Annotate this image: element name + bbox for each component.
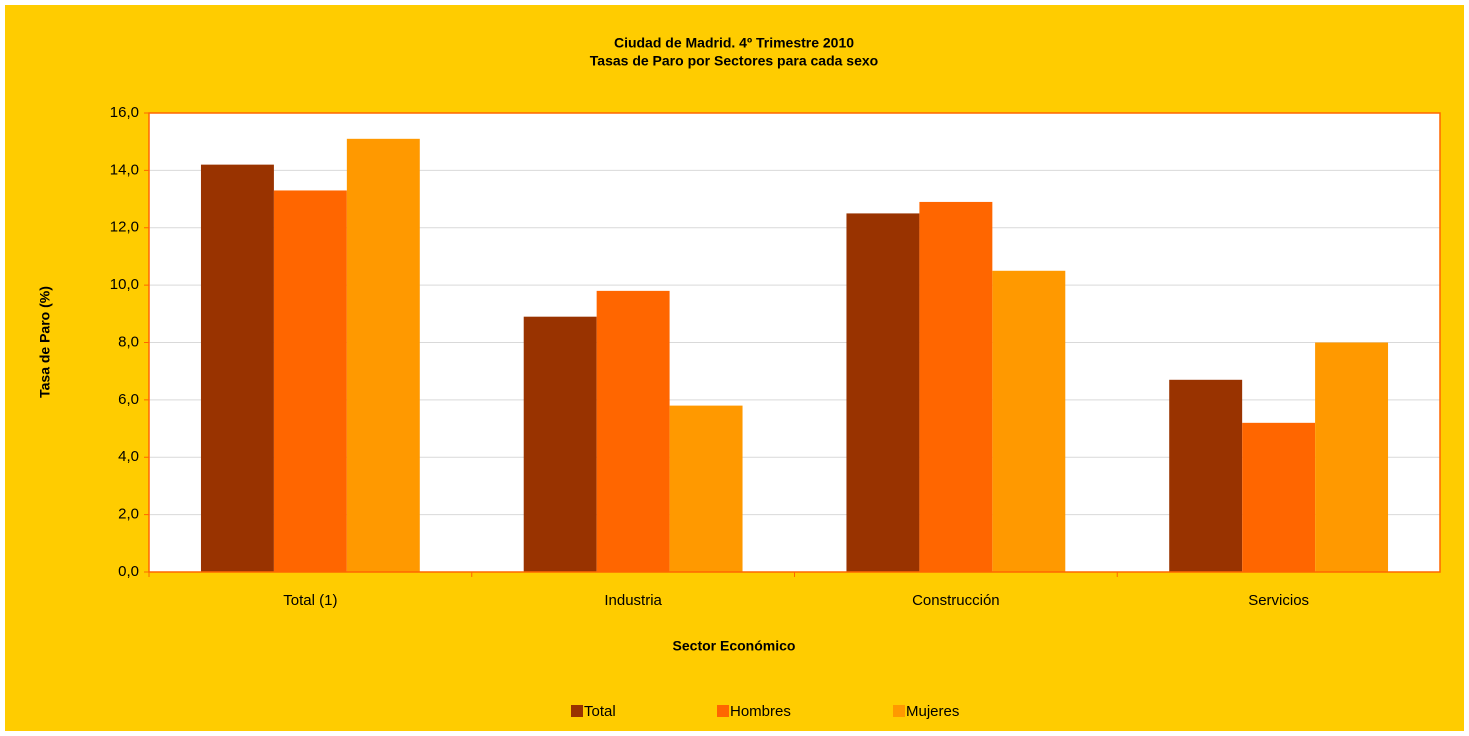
legend-swatch xyxy=(893,705,905,717)
x-tick-label: Industria xyxy=(604,592,662,609)
y-tick-label: 4,0 xyxy=(118,448,139,465)
y-tick-label: 6,0 xyxy=(118,391,139,408)
bar xyxy=(523,316,597,572)
legend-label: Hombres xyxy=(730,703,791,720)
x-tick-label: Construcción xyxy=(912,592,1000,609)
bar xyxy=(346,138,420,572)
y-tick-label: 16,0 xyxy=(110,104,139,121)
bar xyxy=(1315,342,1389,572)
bar xyxy=(919,201,993,572)
bar xyxy=(596,290,670,572)
y-tick-label: 14,0 xyxy=(110,161,139,178)
bar xyxy=(992,270,1066,572)
legend-label: Total xyxy=(584,703,616,720)
y-tick-label: 12,0 xyxy=(110,219,139,236)
x-tick-label: Servicios xyxy=(1248,592,1309,609)
chart-subtitle: Tasas de Paro por Sectores para cada sex… xyxy=(590,53,878,69)
bar xyxy=(669,405,743,572)
y-tick-label: 2,0 xyxy=(118,506,139,523)
bar xyxy=(1242,422,1316,572)
y-tick-label: 10,0 xyxy=(110,276,139,293)
y-tick-label: 8,0 xyxy=(118,333,139,350)
plot-border xyxy=(148,112,1441,573)
bar xyxy=(846,213,920,572)
bar xyxy=(273,190,347,573)
legend-swatch xyxy=(717,705,729,717)
x-axis-label: Sector Económico xyxy=(673,638,796,654)
x-tick-label: Total (1) xyxy=(283,592,337,609)
legend-swatch xyxy=(571,705,583,717)
chart-title: Ciudad de Madrid. 4º Trimestre 2010 xyxy=(614,35,854,51)
y-tick-label: 0,0 xyxy=(118,563,139,580)
bar xyxy=(200,164,274,572)
bar xyxy=(1169,379,1243,572)
legend-label: Mujeres xyxy=(906,703,959,720)
y-axis-label: Tasa de Paro (%) xyxy=(37,286,53,398)
